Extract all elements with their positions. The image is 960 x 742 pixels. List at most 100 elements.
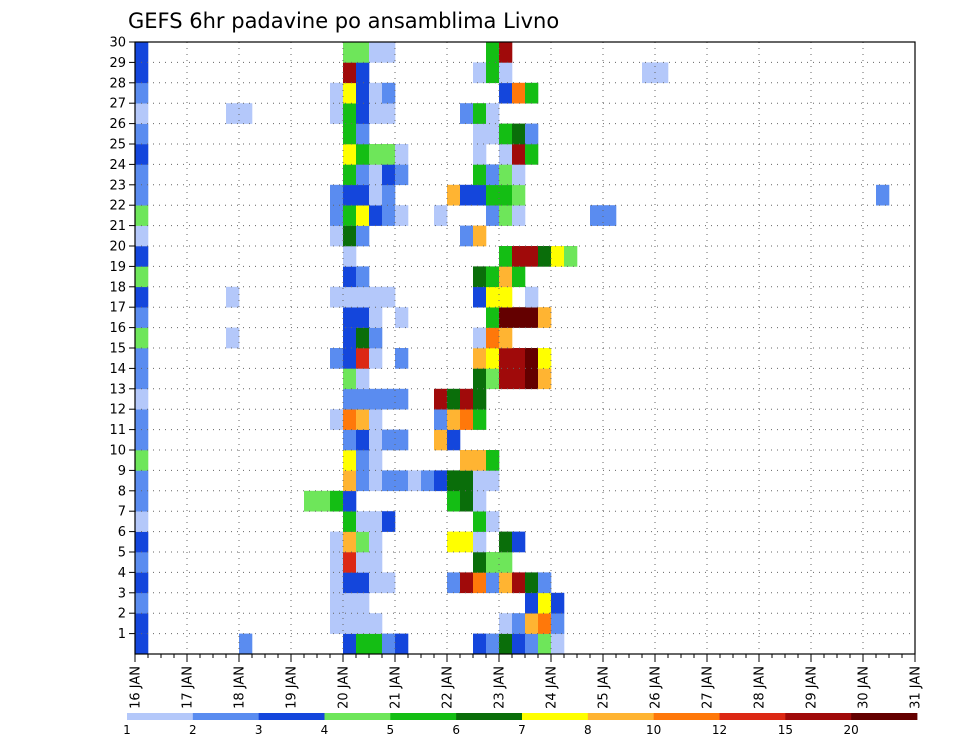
heatmap-cell — [486, 184, 500, 206]
heatmap-cell — [343, 62, 357, 84]
heatmap-cell — [538, 368, 552, 390]
heatmap-cell — [590, 205, 604, 226]
x-axis-dates: 16 JAN 17 JAN 18 JAN 19 JAN 20 JAN 21 JAN 22 J… — [129, 654, 924, 709]
heatmap-cell — [473, 490, 487, 512]
heatmap-cell — [356, 552, 370, 573]
x-tick-label: 22 JAN — [441, 666, 456, 709]
heatmap-cell — [512, 266, 526, 288]
heatmap-cell — [512, 205, 526, 226]
colorbar-swatch — [653, 713, 720, 720]
heatmap-cell — [135, 552, 149, 573]
heatmap-cell — [382, 572, 396, 594]
y-tick-label: 19 — [109, 260, 126, 275]
heatmap-cell — [330, 205, 344, 226]
y-tick-label: 14 — [109, 362, 126, 377]
heatmap-cell — [473, 164, 487, 186]
colorbar-swatch — [390, 713, 457, 720]
heatmap-cell — [460, 450, 474, 471]
heatmap-cell — [603, 205, 617, 226]
heatmap-cell — [135, 450, 149, 471]
heatmap-cell — [434, 429, 448, 451]
heatmap-cell — [135, 164, 149, 186]
heatmap-cell — [343, 327, 357, 349]
heatmap-cell — [382, 144, 396, 165]
colorbar-label: 12 — [712, 723, 727, 737]
heatmap-cell — [434, 409, 448, 430]
heatmap-cell — [239, 103, 253, 124]
heatmap-cell — [512, 164, 526, 186]
y-tick-label: 9 — [118, 464, 126, 479]
heatmap-cell — [369, 307, 383, 328]
heatmap-cell — [356, 531, 370, 553]
heatmap-cell — [395, 470, 409, 492]
heatmap-cell — [473, 552, 487, 573]
heatmap-cell — [395, 429, 409, 451]
heatmap-cell — [343, 450, 357, 471]
heatmap-cell — [343, 388, 357, 410]
colorbar-label: 8 — [584, 723, 592, 737]
heatmap-cell — [473, 572, 487, 594]
colorbar-swatch — [851, 713, 918, 720]
heatmap-cell — [135, 429, 149, 451]
heatmap-cell — [343, 368, 357, 390]
y-tick-label: 8 — [118, 484, 126, 499]
heatmap-cell — [382, 42, 396, 63]
x-tick-label: 29 JAN — [805, 666, 820, 709]
colorbar-swatch — [324, 713, 391, 720]
heatmap-cell — [356, 572, 370, 594]
heatmap-cell — [499, 205, 513, 226]
heatmap-cell — [473, 388, 487, 410]
y-tick-label: 13 — [109, 382, 126, 397]
y-tick-label: 16 — [109, 321, 126, 336]
heatmap-cell — [356, 144, 370, 165]
heatmap-cell — [473, 144, 487, 165]
heatmap-cell — [512, 368, 526, 390]
heatmap-cell — [421, 470, 435, 492]
heatmap-cell — [382, 184, 396, 206]
x-tick-label: 26 JAN — [649, 666, 664, 709]
y-tick-label: 11 — [109, 423, 126, 438]
heatmap-cell — [460, 470, 474, 492]
x-tick-label: 23 JAN — [493, 666, 508, 709]
colorbar-swatch — [456, 713, 523, 720]
heatmap-cell — [499, 613, 513, 634]
heatmap-cell — [512, 307, 526, 328]
heatmap-cell — [512, 246, 526, 267]
heatmap-cell — [135, 511, 149, 532]
y-tick-label: 30 — [109, 36, 126, 51]
colorbar-label: 6 — [452, 723, 460, 737]
heatmap-cell — [473, 62, 487, 84]
heatmap-cell — [447, 388, 461, 410]
heatmap-cell — [135, 613, 149, 634]
heatmap-cell — [447, 572, 461, 594]
heatmap-cell — [343, 613, 357, 634]
heatmap-cell — [330, 348, 344, 369]
y-tick-label: 17 — [109, 301, 126, 316]
heatmap-cell — [330, 552, 344, 573]
heatmap-cell — [369, 82, 383, 104]
heatmap-cell — [512, 123, 526, 145]
heatmap-cell — [486, 164, 500, 186]
heatmap-cell — [382, 429, 396, 451]
x-tick-label: 20 JAN — [337, 666, 352, 709]
heatmap-cell — [356, 205, 370, 226]
colorbar-label: 15 — [778, 723, 793, 737]
heatmap-cell — [343, 409, 357, 430]
heatmap-cell — [499, 123, 513, 145]
heatmap-cell — [343, 42, 357, 63]
heatmap-cell — [486, 62, 500, 84]
heatmap-cell — [486, 327, 500, 349]
heatmap-cell — [447, 490, 461, 512]
heatmap-cell — [356, 42, 370, 63]
heatmap-cell — [356, 348, 370, 369]
colorbar-label: 10 — [646, 723, 661, 737]
heatmap-cell — [395, 307, 409, 328]
heatmap-cell — [486, 572, 500, 594]
heatmap-cell — [369, 511, 383, 532]
heatmap-cell — [226, 103, 240, 124]
heatmap-cell — [369, 205, 383, 226]
heatmap-cell — [382, 470, 396, 492]
heatmap-cell — [525, 286, 539, 308]
heatmap-cell — [369, 327, 383, 349]
colorbar-label: 7 — [518, 723, 526, 737]
